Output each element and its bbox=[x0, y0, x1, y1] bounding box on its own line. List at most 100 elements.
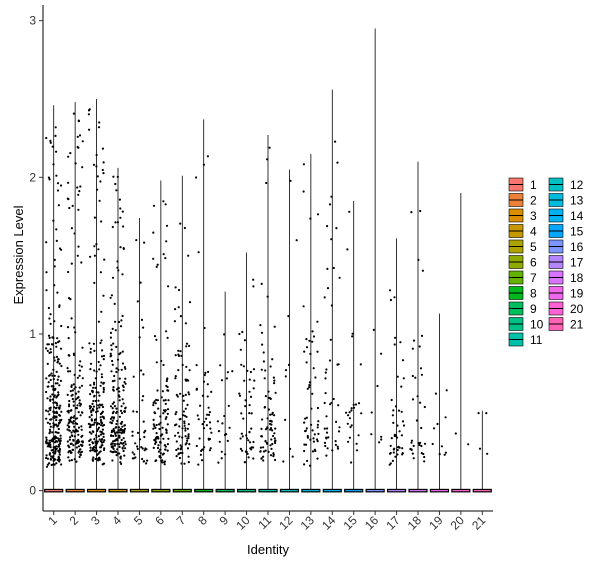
point-2-162 bbox=[70, 227, 73, 230]
point-6-65 bbox=[159, 441, 162, 444]
point-2-19 bbox=[73, 435, 76, 438]
point-15-15 bbox=[357, 434, 360, 437]
point-18-8 bbox=[411, 452, 414, 455]
legend-label-8: 8 bbox=[530, 287, 537, 301]
point-3-181 bbox=[95, 243, 98, 246]
point-1-226 bbox=[55, 396, 58, 399]
violin-base-11 bbox=[258, 488, 278, 493]
point-3-28 bbox=[102, 354, 106, 357]
point-3-197 bbox=[102, 417, 105, 420]
point-4-60 bbox=[122, 442, 125, 445]
point-11-17 bbox=[274, 441, 277, 445]
point-1-213 bbox=[53, 463, 56, 466]
point-19-9 bbox=[440, 445, 443, 448]
point-5-4 bbox=[136, 300, 139, 303]
x-tick-label-21: 21 bbox=[469, 513, 489, 533]
point-18-17 bbox=[412, 339, 416, 342]
point-11-39 bbox=[262, 446, 265, 449]
point-7-64 bbox=[183, 420, 186, 423]
point-3-98 bbox=[102, 161, 105, 164]
point-4-141 bbox=[114, 221, 117, 224]
legend-item-6: 6 bbox=[508, 255, 537, 270]
point-7-22 bbox=[182, 399, 185, 402]
point-1-230 bbox=[56, 431, 59, 434]
point-1-222 bbox=[48, 407, 51, 410]
point-11-68 bbox=[260, 435, 263, 438]
point-7-63 bbox=[184, 393, 187, 396]
point-6-46 bbox=[159, 415, 162, 418]
legend-item-2: 2 bbox=[508, 193, 537, 208]
point-14-9 bbox=[323, 401, 326, 405]
point-4-155 bbox=[123, 410, 126, 413]
point-7-26 bbox=[179, 315, 182, 318]
point-3-96 bbox=[91, 459, 95, 462]
point-2-120 bbox=[77, 390, 80, 393]
point-5-24 bbox=[134, 442, 137, 445]
point-17-17 bbox=[393, 343, 396, 346]
x-axis-title: Identity bbox=[247, 542, 289, 557]
point-4-184 bbox=[114, 432, 117, 435]
point-4-3 bbox=[115, 345, 118, 348]
point-14-5 bbox=[323, 296, 326, 299]
point-15-22 bbox=[348, 417, 351, 420]
point-4-119 bbox=[110, 344, 113, 347]
point-16-1 bbox=[372, 328, 375, 331]
point-4-107 bbox=[118, 390, 121, 393]
point-2-117 bbox=[66, 326, 70, 329]
point-13-36 bbox=[312, 335, 316, 338]
point-1-206 bbox=[53, 356, 56, 359]
point-1-196 bbox=[59, 184, 63, 187]
point-7-32 bbox=[180, 354, 183, 357]
point-1-219 bbox=[53, 258, 56, 261]
point-3-40 bbox=[88, 407, 92, 410]
point-2-87 bbox=[66, 367, 69, 370]
point-3-106 bbox=[101, 424, 104, 427]
point-17-38 bbox=[388, 463, 391, 466]
point-1-254 bbox=[56, 394, 59, 397]
point-4-105 bbox=[121, 362, 125, 365]
point-2-95 bbox=[73, 326, 76, 329]
point-3-194 bbox=[91, 442, 95, 445]
point-2-179 bbox=[75, 407, 78, 410]
point-2-12 bbox=[67, 181, 70, 184]
point-1-128 bbox=[60, 410, 63, 413]
point-14-20 bbox=[327, 436, 330, 439]
point-18-5 bbox=[415, 419, 418, 422]
legend-label-19: 19 bbox=[570, 287, 584, 301]
point-3-18 bbox=[88, 443, 91, 446]
point-9-13 bbox=[226, 371, 229, 374]
legend-label-3: 3 bbox=[530, 209, 537, 223]
point-1-11 bbox=[59, 434, 62, 437]
point-18-23 bbox=[423, 442, 427, 445]
legend-item-7: 7 bbox=[508, 270, 537, 285]
point-6-87 bbox=[166, 449, 169, 452]
point-11-11 bbox=[271, 358, 274, 361]
point-8-32 bbox=[195, 364, 198, 367]
point-4-159 bbox=[110, 434, 113, 437]
point-5-9 bbox=[139, 281, 142, 284]
point-6-40 bbox=[166, 408, 170, 411]
point-4-171 bbox=[113, 374, 116, 378]
point-3-81 bbox=[89, 255, 92, 258]
point-3-73 bbox=[87, 113, 90, 116]
point-17-27 bbox=[402, 377, 405, 380]
point-13-41 bbox=[311, 340, 314, 343]
point-4-26 bbox=[118, 198, 121, 201]
point-4-53 bbox=[123, 366, 126, 369]
point-1-146 bbox=[48, 336, 51, 339]
point-19-8 bbox=[432, 427, 436, 430]
point-7-16 bbox=[178, 425, 181, 428]
point-11-63 bbox=[270, 438, 273, 441]
point-1-29 bbox=[55, 416, 58, 419]
point-17-8 bbox=[396, 449, 399, 452]
point-4-150 bbox=[111, 359, 114, 363]
point-6-8 bbox=[162, 200, 165, 203]
point-6-109 bbox=[153, 411, 156, 414]
point-18-15 bbox=[423, 455, 426, 459]
point-17-24 bbox=[402, 424, 406, 427]
point-4-106 bbox=[111, 446, 114, 449]
point-2-132 bbox=[73, 458, 76, 461]
point-10-47 bbox=[240, 412, 243, 415]
point-10-42 bbox=[239, 447, 242, 450]
point-14-23 bbox=[324, 392, 327, 395]
